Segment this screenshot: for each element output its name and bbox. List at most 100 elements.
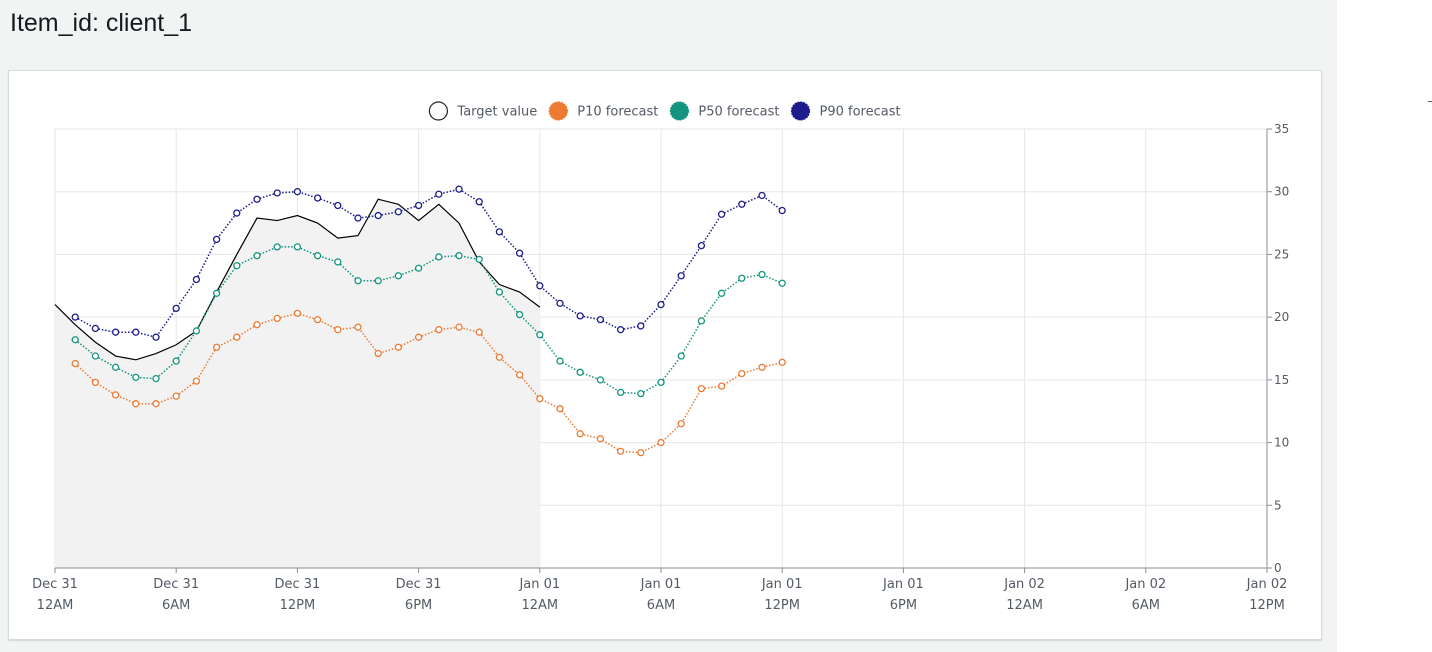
p90-point-13[interactable] (334, 201, 342, 210)
p50-point-16[interactable] (394, 272, 403, 280)
p90-point-29[interactable] (657, 300, 665, 309)
p50-point-29[interactable] (657, 378, 665, 387)
p50-point-10[interactable] (273, 243, 281, 251)
p90-point-20[interactable] (475, 198, 483, 206)
legend-item-p90[interactable]: P90 forecast (790, 101, 901, 121)
p10-point-15[interactable] (374, 349, 382, 358)
p50-point-15[interactable] (374, 277, 382, 285)
p50-point-32[interactable] (717, 289, 726, 297)
p10-point-27[interactable] (616, 447, 625, 456)
p10-point-3[interactable] (132, 400, 140, 408)
p90-point-27[interactable] (616, 326, 625, 334)
p10-point-5[interactable] (172, 392, 180, 400)
p90-point-14[interactable] (354, 214, 362, 222)
p50-point-14[interactable] (354, 277, 362, 285)
p10-point-28[interactable] (637, 448, 645, 457)
p90-point-24[interactable] (556, 299, 564, 308)
p10-point-1[interactable] (91, 378, 100, 387)
p50-point-9[interactable] (253, 252, 261, 260)
p10-point-16[interactable] (394, 343, 403, 351)
p50-point-28[interactable] (637, 389, 645, 398)
p90-point-23[interactable] (536, 282, 544, 290)
p50-point-20[interactable] (475, 255, 483, 264)
p50-point-1[interactable] (91, 352, 100, 360)
p50-point-18[interactable] (435, 253, 443, 261)
p10-point-32[interactable] (717, 382, 726, 390)
p10-point-22[interactable] (515, 371, 524, 379)
p90-point-10[interactable] (273, 189, 281, 197)
p90-point-11[interactable] (293, 188, 302, 196)
p10-point-8[interactable] (233, 333, 241, 341)
p10-point-7[interactable] (212, 343, 221, 351)
p90-point-26[interactable] (596, 315, 605, 324)
legend-item-p10[interactable]: P10 forecast (548, 101, 658, 121)
p10-point-0[interactable] (71, 359, 79, 368)
legend-item-p50[interactable]: P50 forecast (669, 101, 779, 121)
p50-point-7[interactable] (212, 289, 221, 297)
p90-point-6[interactable] (192, 275, 201, 284)
p90-point-18[interactable] (435, 190, 443, 198)
p10-point-35[interactable] (778, 358, 786, 366)
p50-point-17[interactable] (414, 264, 423, 272)
p50-point-30[interactable] (677, 352, 685, 360)
p50-point-6[interactable] (192, 327, 201, 335)
p50-point-3[interactable] (132, 373, 140, 382)
p90-point-31[interactable] (697, 241, 706, 250)
p90-point-0[interactable] (71, 313, 79, 321)
p50-point-33[interactable] (738, 274, 746, 282)
p10-point-23[interactable] (536, 395, 544, 403)
p10-point-14[interactable] (354, 323, 362, 331)
p10-point-2[interactable] (111, 391, 120, 399)
p90-point-35[interactable] (778, 206, 786, 215)
p50-point-13[interactable] (334, 258, 342, 266)
p10-point-24[interactable] (556, 405, 564, 413)
p50-point-25[interactable] (576, 368, 584, 376)
p50-point-35[interactable] (778, 279, 786, 287)
p50-point-19[interactable] (455, 252, 463, 260)
p10-point-11[interactable] (293, 309, 302, 318)
p10-point-10[interactable] (273, 314, 281, 323)
p90-point-5[interactable] (172, 304, 180, 313)
p90-point-19[interactable] (455, 185, 463, 193)
p90-point-16[interactable] (394, 208, 403, 216)
p90-point-30[interactable] (677, 272, 685, 280)
p10-point-21[interactable] (495, 353, 504, 361)
p10-point-19[interactable] (455, 323, 463, 331)
p90-point-4[interactable] (152, 333, 160, 341)
p10-point-30[interactable] (677, 420, 685, 428)
p10-point-9[interactable] (253, 321, 261, 329)
p50-point-26[interactable] (596, 376, 605, 384)
p10-point-26[interactable] (596, 435, 605, 443)
p90-point-15[interactable] (374, 211, 382, 220)
p90-point-32[interactable] (717, 210, 726, 218)
p10-point-18[interactable] (435, 326, 443, 334)
p90-point-12[interactable] (313, 194, 322, 202)
p10-point-20[interactable] (475, 328, 483, 336)
p50-point-34[interactable] (758, 270, 766, 279)
p50-point-31[interactable] (697, 317, 706, 325)
p10-point-13[interactable] (334, 326, 342, 334)
p50-point-0[interactable] (71, 336, 79, 344)
p90-point-22[interactable] (515, 249, 524, 257)
p10-point-12[interactable] (313, 315, 322, 324)
p50-point-23[interactable] (536, 331, 544, 339)
p90-point-34[interactable] (758, 191, 766, 200)
p50-point-22[interactable] (515, 310, 524, 319)
p90-point-28[interactable] (637, 322, 645, 330)
chart-legend[interactable]: Target value P10 forecast P50 forecast P90 … (428, 101, 901, 121)
p90-point-1[interactable] (91, 324, 100, 333)
p90-point-33[interactable] (738, 200, 746, 208)
p50-point-24[interactable] (556, 357, 564, 365)
p50-point-4[interactable] (152, 374, 160, 383)
p50-point-2[interactable] (111, 363, 120, 371)
p90-point-25[interactable] (576, 312, 584, 320)
p50-point-5[interactable] (172, 357, 180, 365)
p10-point-33[interactable] (738, 369, 746, 378)
p10-point-6[interactable] (192, 377, 201, 385)
p10-point-25[interactable] (576, 430, 584, 438)
p10-point-34[interactable] (758, 363, 766, 371)
p50-point-12[interactable] (313, 252, 322, 260)
p90-point-7[interactable] (212, 235, 221, 244)
p50-point-21[interactable] (495, 288, 504, 296)
p10-point-17[interactable] (414, 333, 423, 341)
